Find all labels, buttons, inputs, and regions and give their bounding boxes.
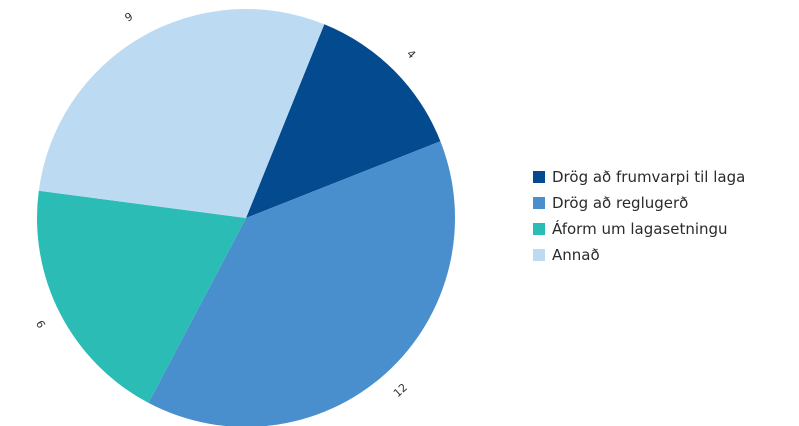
legend-item-2: Drög að reglugerð [533,190,745,216]
pie-slice-2 [148,141,455,426]
legend-item-4: Annað [533,242,745,268]
legend: Drög að frumvarpi til laga Drög að reglug… [533,164,745,268]
legend-label: Annað [552,246,600,264]
legend-label: Drög að frumvarpi til laga [552,168,746,186]
legend-swatch [533,249,545,261]
data-label-1: 4 [404,47,418,61]
pie-slice-3 [36,190,247,403]
legend-item-1: Drög að frumvarpi til laga [533,164,745,190]
legend-label: Áform um lagasetningu [552,220,728,238]
legend-swatch [533,223,545,235]
legend-swatch [533,171,545,183]
data-label-4: 9 [123,10,136,25]
legend-swatch [533,197,545,209]
pie-slices [36,9,455,426]
pie-slice-1 [246,24,441,218]
data-label-2: 12 [391,381,410,400]
legend-label: Drög að reglugerð [552,194,689,212]
pie-slice-4 [38,9,325,218]
legend-item-3: Áform um lagasetningu [533,216,745,242]
data-label-3: 6 [33,318,48,330]
